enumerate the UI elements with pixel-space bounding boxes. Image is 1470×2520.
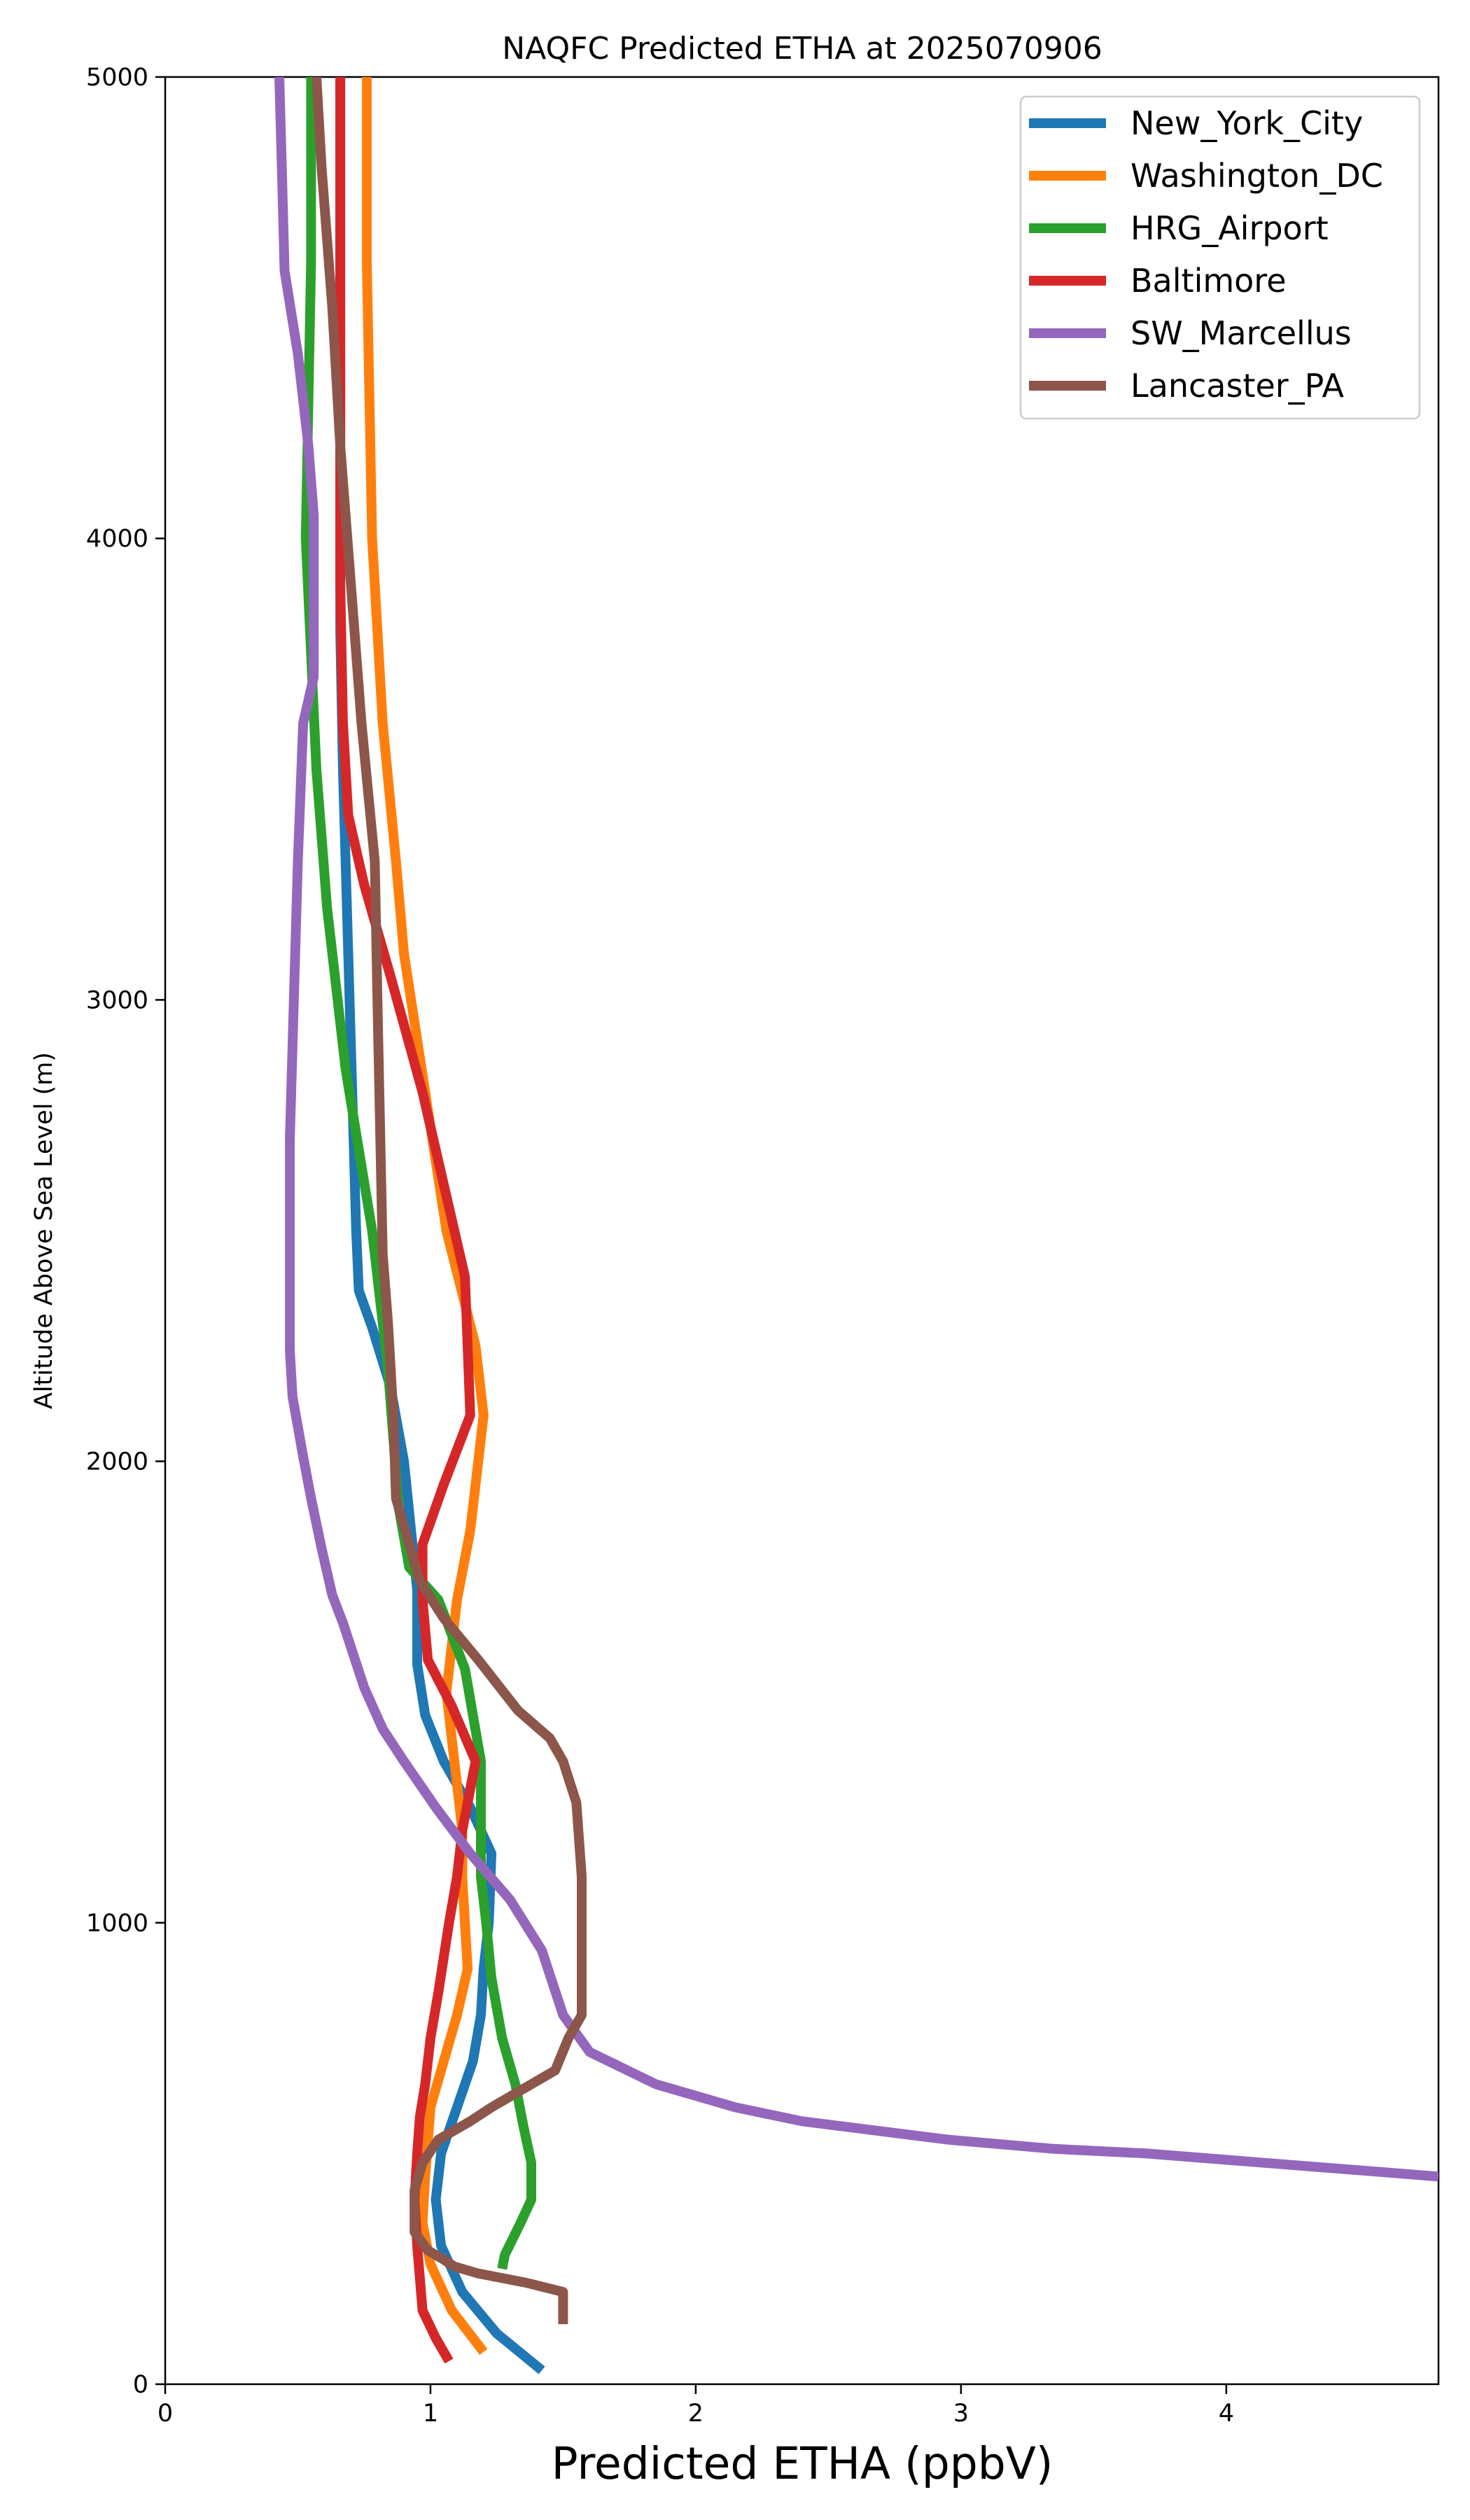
y-tick-label: 5000 <box>86 64 148 92</box>
series-layer <box>274 77 1438 2374</box>
legend-items: New_York_City Washington_DC HRG_Airport Bal… <box>1029 104 1383 405</box>
series-line-lancaster-pa <box>312 77 587 2325</box>
x-tick-label: 4 <box>1219 2400 1234 2428</box>
legend-label-baltimore: Baltimore <box>1130 262 1287 300</box>
y-axis: 0 1000 2000 3000 4000 5000 <box>86 64 165 2399</box>
y-tick-label: 0 <box>133 2371 148 2399</box>
x-tick-label: 1 <box>423 2400 438 2428</box>
plot-area <box>164 76 1440 2386</box>
legend-label-new-york-city: New_York_City <box>1130 104 1363 142</box>
legend-label-washington-dc: Washington_DC <box>1130 157 1383 195</box>
x-tick-label: 0 <box>158 2400 173 2428</box>
x-axis-label: Predicted ETHA (ppbV) <box>552 2438 1054 2489</box>
y-tick-label: 1000 <box>86 1910 148 1938</box>
legend-label-hrg-airport: HRG_Airport <box>1130 209 1329 247</box>
y-axis-label: Altitude Above Sea Level (m) <box>30 1052 58 1409</box>
legend-label-lancaster-pa: Lancaster_PA <box>1130 367 1344 405</box>
series-line-sw-marcellus <box>274 77 1438 2182</box>
axes-frame <box>164 76 1440 2386</box>
legend-label-sw-marcellus: SW_Marcellus <box>1130 314 1352 352</box>
chart-title: NAQFC Predicted ETHA at 2025070906 <box>502 31 1102 66</box>
series-line-hrg-airport <box>300 77 536 2270</box>
x-tick-label: 2 <box>688 2400 704 2428</box>
legend-box <box>1019 95 1421 420</box>
x-tick-label: 3 <box>953 2400 969 2428</box>
y-tick-label: 3000 <box>86 986 148 1014</box>
x-axis: 0 1 2 3 4 <box>158 2384 1234 2428</box>
legend: New_York_City Washington_DC HRG_Airport Bal… <box>1019 95 1421 420</box>
y-tick-label: 2000 <box>86 1448 148 1476</box>
y-tick-label: 4000 <box>86 525 148 553</box>
